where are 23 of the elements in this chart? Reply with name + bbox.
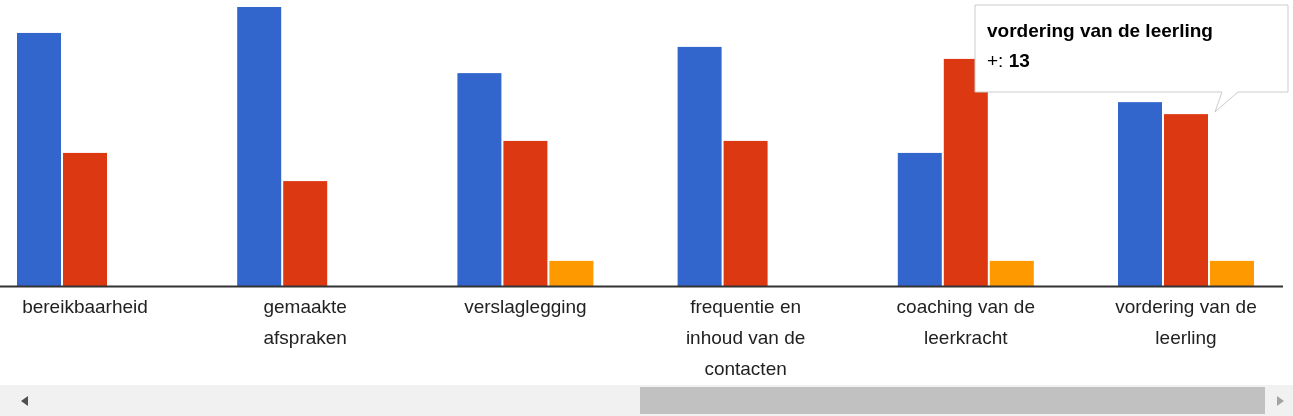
x-tick-label: gemaakte afspraken: [263, 296, 347, 348]
bar: [503, 140, 548, 286]
x-tick-label: verslaglegging: [464, 296, 587, 317]
x-tick-label: frequentie en inhoud van de contacten: [685, 296, 806, 379]
annotation: vordering van de leerling: [987, 20, 1213, 41]
bar: [1210, 260, 1254, 286]
bar: [549, 260, 594, 286]
x-tick-label: bereikbaarheid: [22, 296, 148, 317]
bar: [897, 152, 942, 286]
bar: [237, 7, 282, 286]
bar: [457, 73, 502, 286]
bar: [723, 140, 768, 286]
bar: [677, 46, 722, 286]
bar: [989, 260, 1034, 286]
bar: [17, 32, 61, 286]
bar: [943, 58, 988, 286]
bar: [63, 152, 107, 286]
bar: [1164, 114, 1208, 286]
annotation: +: 13: [987, 50, 1030, 71]
x-tick-label: coaching van de leerkracht: [896, 296, 1035, 348]
bar: [283, 181, 328, 286]
bar: [1118, 102, 1162, 286]
x-tick-label: vordering van de leerling: [1115, 296, 1257, 348]
